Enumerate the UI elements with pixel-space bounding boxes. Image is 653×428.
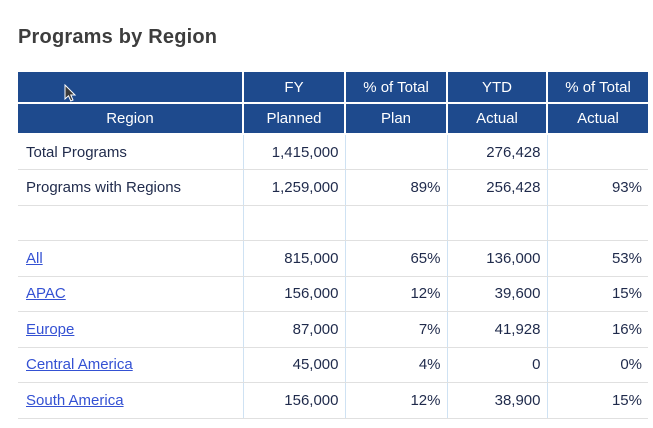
pct-actual-value: [546, 134, 648, 170]
table-row: Europe 87,000 7% 41,928 16%: [18, 311, 648, 348]
table-row: APAC 156,000 12% 39,600 15%: [18, 276, 648, 312]
header-row-group: FY % of Total YTD % of Total: [18, 72, 648, 104]
region-label: Total Programs: [18, 134, 243, 170]
region-cell: South America: [18, 382, 243, 419]
header-actual-pct[interactable]: Actual: [547, 103, 648, 135]
pct-plan-value: 12%: [344, 382, 447, 419]
region-link-south-america[interactable]: South America: [26, 391, 124, 409]
pct-actual-value: 15%: [546, 276, 648, 312]
region-cell: Central America: [18, 347, 243, 383]
header-ytd[interactable]: YTD: [447, 72, 548, 104]
fy-planned-value: 156,000: [242, 382, 345, 419]
region-link-europe[interactable]: Europe: [26, 320, 75, 338]
fy-planned-value: 156,000: [242, 276, 345, 312]
fy-planned-value: 87,000: [242, 311, 345, 348]
table-row: All 815,000 65% 136,000 53%: [18, 240, 648, 277]
header-row-sub: Region Planned Plan Actual Actual: [18, 103, 648, 135]
table-body: Total Programs 1,415,000 276,428 Program…: [18, 134, 648, 419]
ytd-actual-value: 0: [446, 347, 547, 383]
header-plan[interactable]: Plan: [345, 103, 448, 135]
header-actual-ytd[interactable]: Actual: [447, 103, 548, 135]
pct-plan-value: 7%: [344, 311, 447, 348]
ytd-actual-value: 41,928: [446, 311, 547, 348]
table-row: Central America 45,000 4% 0 0%: [18, 347, 648, 383]
header-fy[interactable]: FY: [243, 72, 346, 104]
pct-actual-value: 53%: [546, 240, 648, 277]
table-row-spacer: [18, 205, 648, 241]
pct-plan-value: [344, 205, 447, 241]
pct-actual-value: 15%: [546, 382, 648, 419]
ytd-actual-value: 256,428: [446, 169, 547, 206]
pct-actual-value: 0%: [546, 347, 648, 383]
fy-planned-value: [242, 205, 345, 241]
region-label: Programs with Regions: [18, 169, 243, 206]
region-label: [18, 205, 243, 241]
ytd-actual-value: 39,600: [446, 276, 547, 312]
ytd-actual-value: 276,428: [446, 134, 547, 170]
region-link-central-america[interactable]: Central America: [26, 356, 133, 374]
header-pct-of-total-actual-top[interactable]: % of Total: [547, 72, 648, 104]
table-header: FY % of Total YTD % of Total Region Plan…: [18, 72, 648, 135]
pct-actual-value: 16%: [546, 311, 648, 348]
pct-actual-value: 93%: [546, 169, 648, 206]
ytd-actual-value: 136,000: [446, 240, 547, 277]
region-cell: APAC: [18, 276, 243, 312]
table-row: Programs with Regions 1,259,000 89% 256,…: [18, 169, 648, 206]
pct-plan-value: 89%: [344, 169, 447, 206]
header-region-blank[interactable]: [18, 72, 244, 104]
header-region[interactable]: Region: [18, 103, 244, 135]
region-cell: All: [18, 240, 243, 277]
fy-planned-value: 815,000: [242, 240, 345, 277]
pct-plan-value: 65%: [344, 240, 447, 277]
fy-planned-value: 1,415,000: [242, 134, 345, 170]
table-row: Total Programs 1,415,000 276,428: [18, 134, 648, 170]
table-row: South America 156,000 12% 38,900 15%: [18, 382, 648, 419]
region-link-all[interactable]: All: [26, 249, 43, 267]
header-planned[interactable]: Planned: [243, 103, 346, 135]
fy-planned-value: 1,259,000: [242, 169, 345, 206]
fy-planned-value: 45,000: [242, 347, 345, 383]
region-cell: Europe: [18, 311, 243, 348]
pct-plan-value: [344, 134, 447, 170]
pct-plan-value: 4%: [344, 347, 447, 383]
page-title: Programs by Region: [18, 26, 218, 48]
pct-plan-value: 12%: [344, 276, 447, 312]
ytd-actual-value: 38,900: [446, 382, 547, 419]
pct-actual-value: [546, 205, 648, 241]
ytd-actual-value: [446, 205, 547, 241]
region-link-apac[interactable]: APAC: [26, 285, 66, 303]
header-pct-of-total-plan-top[interactable]: % of Total: [345, 72, 448, 104]
programs-by-region-table: FY % of Total YTD % of Total Region Plan…: [18, 72, 648, 419]
